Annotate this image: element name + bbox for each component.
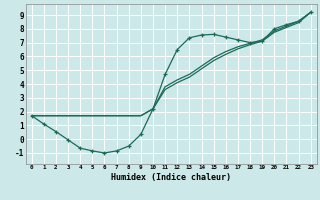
X-axis label: Humidex (Indice chaleur): Humidex (Indice chaleur) — [111, 173, 231, 182]
